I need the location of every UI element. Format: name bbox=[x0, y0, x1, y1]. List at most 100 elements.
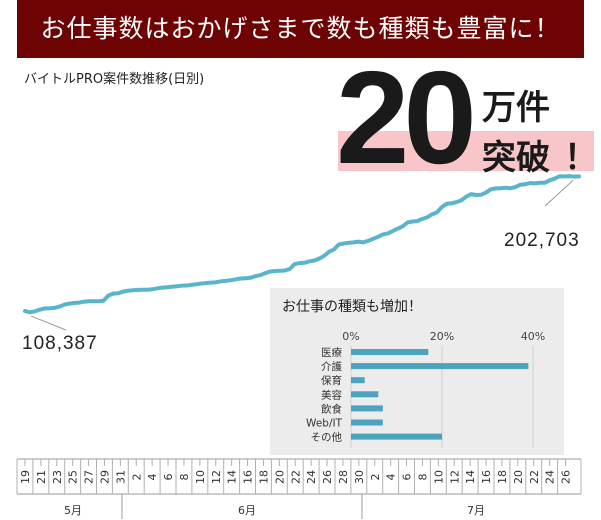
axis-day-label: 27 bbox=[83, 470, 96, 484]
chart-subtitle: バイトルPRO案件数推移(日別) bbox=[24, 72, 205, 87]
inset-category-label: Web/IT bbox=[306, 418, 343, 430]
job-type-inset: お仕事の種類も増加！ 0% 20% 40% 医療 介護 保育 美容 飲食 Web/IT その他 bbox=[270, 288, 564, 455]
inset-category-label: 美容 bbox=[321, 388, 342, 401]
line-point bbox=[387, 232, 389, 234]
line-point bbox=[372, 238, 374, 240]
axis-day-label: 4 bbox=[385, 474, 398, 481]
series-line bbox=[23, 174, 581, 315]
axis-day-label: 31 bbox=[114, 470, 127, 484]
line-point bbox=[274, 270, 276, 272]
axis-day-label: 16 bbox=[242, 470, 255, 484]
axis-day-label: 24 bbox=[305, 470, 318, 484]
line-point bbox=[544, 182, 546, 184]
inset-bar bbox=[351, 391, 379, 398]
axis-day-label: 10 bbox=[194, 470, 207, 484]
inset-bar bbox=[351, 363, 529, 370]
line-point bbox=[240, 277, 242, 280]
line-point bbox=[436, 211, 438, 214]
line-point bbox=[102, 300, 104, 302]
axis-day-label: 10 bbox=[432, 470, 445, 484]
line-point bbox=[210, 282, 212, 284]
line-point bbox=[529, 182, 531, 184]
line-point bbox=[117, 292, 119, 294]
axis-day-label: 25 bbox=[67, 470, 80, 484]
axis-day-label: 28 bbox=[337, 470, 350, 484]
axis-day-label: 21 bbox=[35, 470, 48, 484]
line-point bbox=[465, 196, 467, 198]
highlight-band bbox=[338, 131, 594, 171]
line-point bbox=[357, 241, 359, 243]
line-point bbox=[348, 242, 350, 244]
line-point bbox=[78, 302, 80, 304]
line-point bbox=[343, 242, 345, 245]
line-point bbox=[284, 269, 286, 272]
line-point bbox=[176, 285, 178, 287]
axis-month-label: 5月 bbox=[64, 504, 82, 517]
line-point bbox=[200, 282, 203, 285]
banner-title: お仕事数はおかげさまで数も種類も豊富に！ bbox=[17, 0, 584, 58]
line-point bbox=[137, 289, 139, 291]
line-point bbox=[392, 230, 394, 232]
line-point bbox=[151, 288, 154, 290]
line-point bbox=[411, 220, 413, 223]
line-point bbox=[475, 194, 477, 196]
line-point bbox=[460, 199, 462, 201]
inset-category-label: その他 bbox=[311, 431, 343, 444]
line-point bbox=[519, 184, 521, 186]
line-point bbox=[225, 280, 227, 282]
line-point bbox=[338, 243, 340, 246]
line-point bbox=[446, 203, 448, 205]
line-point bbox=[328, 251, 330, 253]
line-point bbox=[367, 240, 369, 242]
line-point bbox=[166, 286, 168, 288]
inset-title: お仕事の種類も増加！ bbox=[282, 299, 422, 315]
line-point bbox=[220, 280, 222, 282]
line-point bbox=[563, 175, 565, 177]
line-point bbox=[298, 262, 301, 264]
line-point bbox=[534, 182, 536, 184]
headline-exclaim: ！ bbox=[564, 138, 598, 178]
line-point bbox=[509, 187, 511, 189]
line-point bbox=[573, 176, 575, 178]
line-point bbox=[269, 270, 271, 273]
line-point bbox=[553, 178, 556, 180]
line-point bbox=[313, 259, 315, 262]
inset-bar bbox=[351, 419, 383, 426]
line-point bbox=[191, 284, 193, 286]
line-point bbox=[215, 281, 217, 283]
line-point bbox=[377, 236, 379, 238]
line-point bbox=[97, 300, 100, 302]
inset-category-label: 医療 bbox=[321, 346, 342, 359]
axis-day-label: 8 bbox=[178, 474, 191, 481]
inset-tick-label: 20% bbox=[430, 330, 454, 343]
line-point bbox=[127, 290, 129, 292]
line-point bbox=[264, 272, 266, 274]
axis-day-label: 29 bbox=[98, 470, 111, 484]
line-point bbox=[259, 274, 261, 276]
line-point bbox=[421, 218, 423, 220]
line-point bbox=[568, 175, 570, 177]
line-point bbox=[558, 175, 561, 177]
axis-day-label: 18 bbox=[257, 470, 270, 484]
line-point bbox=[303, 262, 306, 264]
line-point bbox=[480, 194, 482, 196]
line-point bbox=[426, 216, 428, 218]
line-point bbox=[416, 220, 418, 222]
line-point bbox=[333, 248, 335, 251]
inset-tick-label: 0% bbox=[342, 330, 359, 343]
end-value-label: 202,703 bbox=[504, 230, 580, 251]
line-point bbox=[245, 277, 247, 279]
line-point bbox=[161, 287, 163, 289]
axis-month-label: 7月 bbox=[467, 504, 485, 517]
line-point bbox=[504, 187, 507, 189]
axis-day-label: 8 bbox=[416, 474, 429, 481]
line-point bbox=[500, 187, 502, 189]
line-point bbox=[83, 301, 85, 303]
axis-day-label: 19 bbox=[19, 470, 32, 484]
headline-suffix-text: 突破 bbox=[482, 138, 550, 178]
inset-bar bbox=[351, 377, 365, 384]
line-point bbox=[441, 206, 443, 208]
line-point bbox=[382, 233, 384, 235]
inset-bar bbox=[351, 433, 442, 440]
headline-suffix: 突破 ！ bbox=[482, 130, 598, 179]
